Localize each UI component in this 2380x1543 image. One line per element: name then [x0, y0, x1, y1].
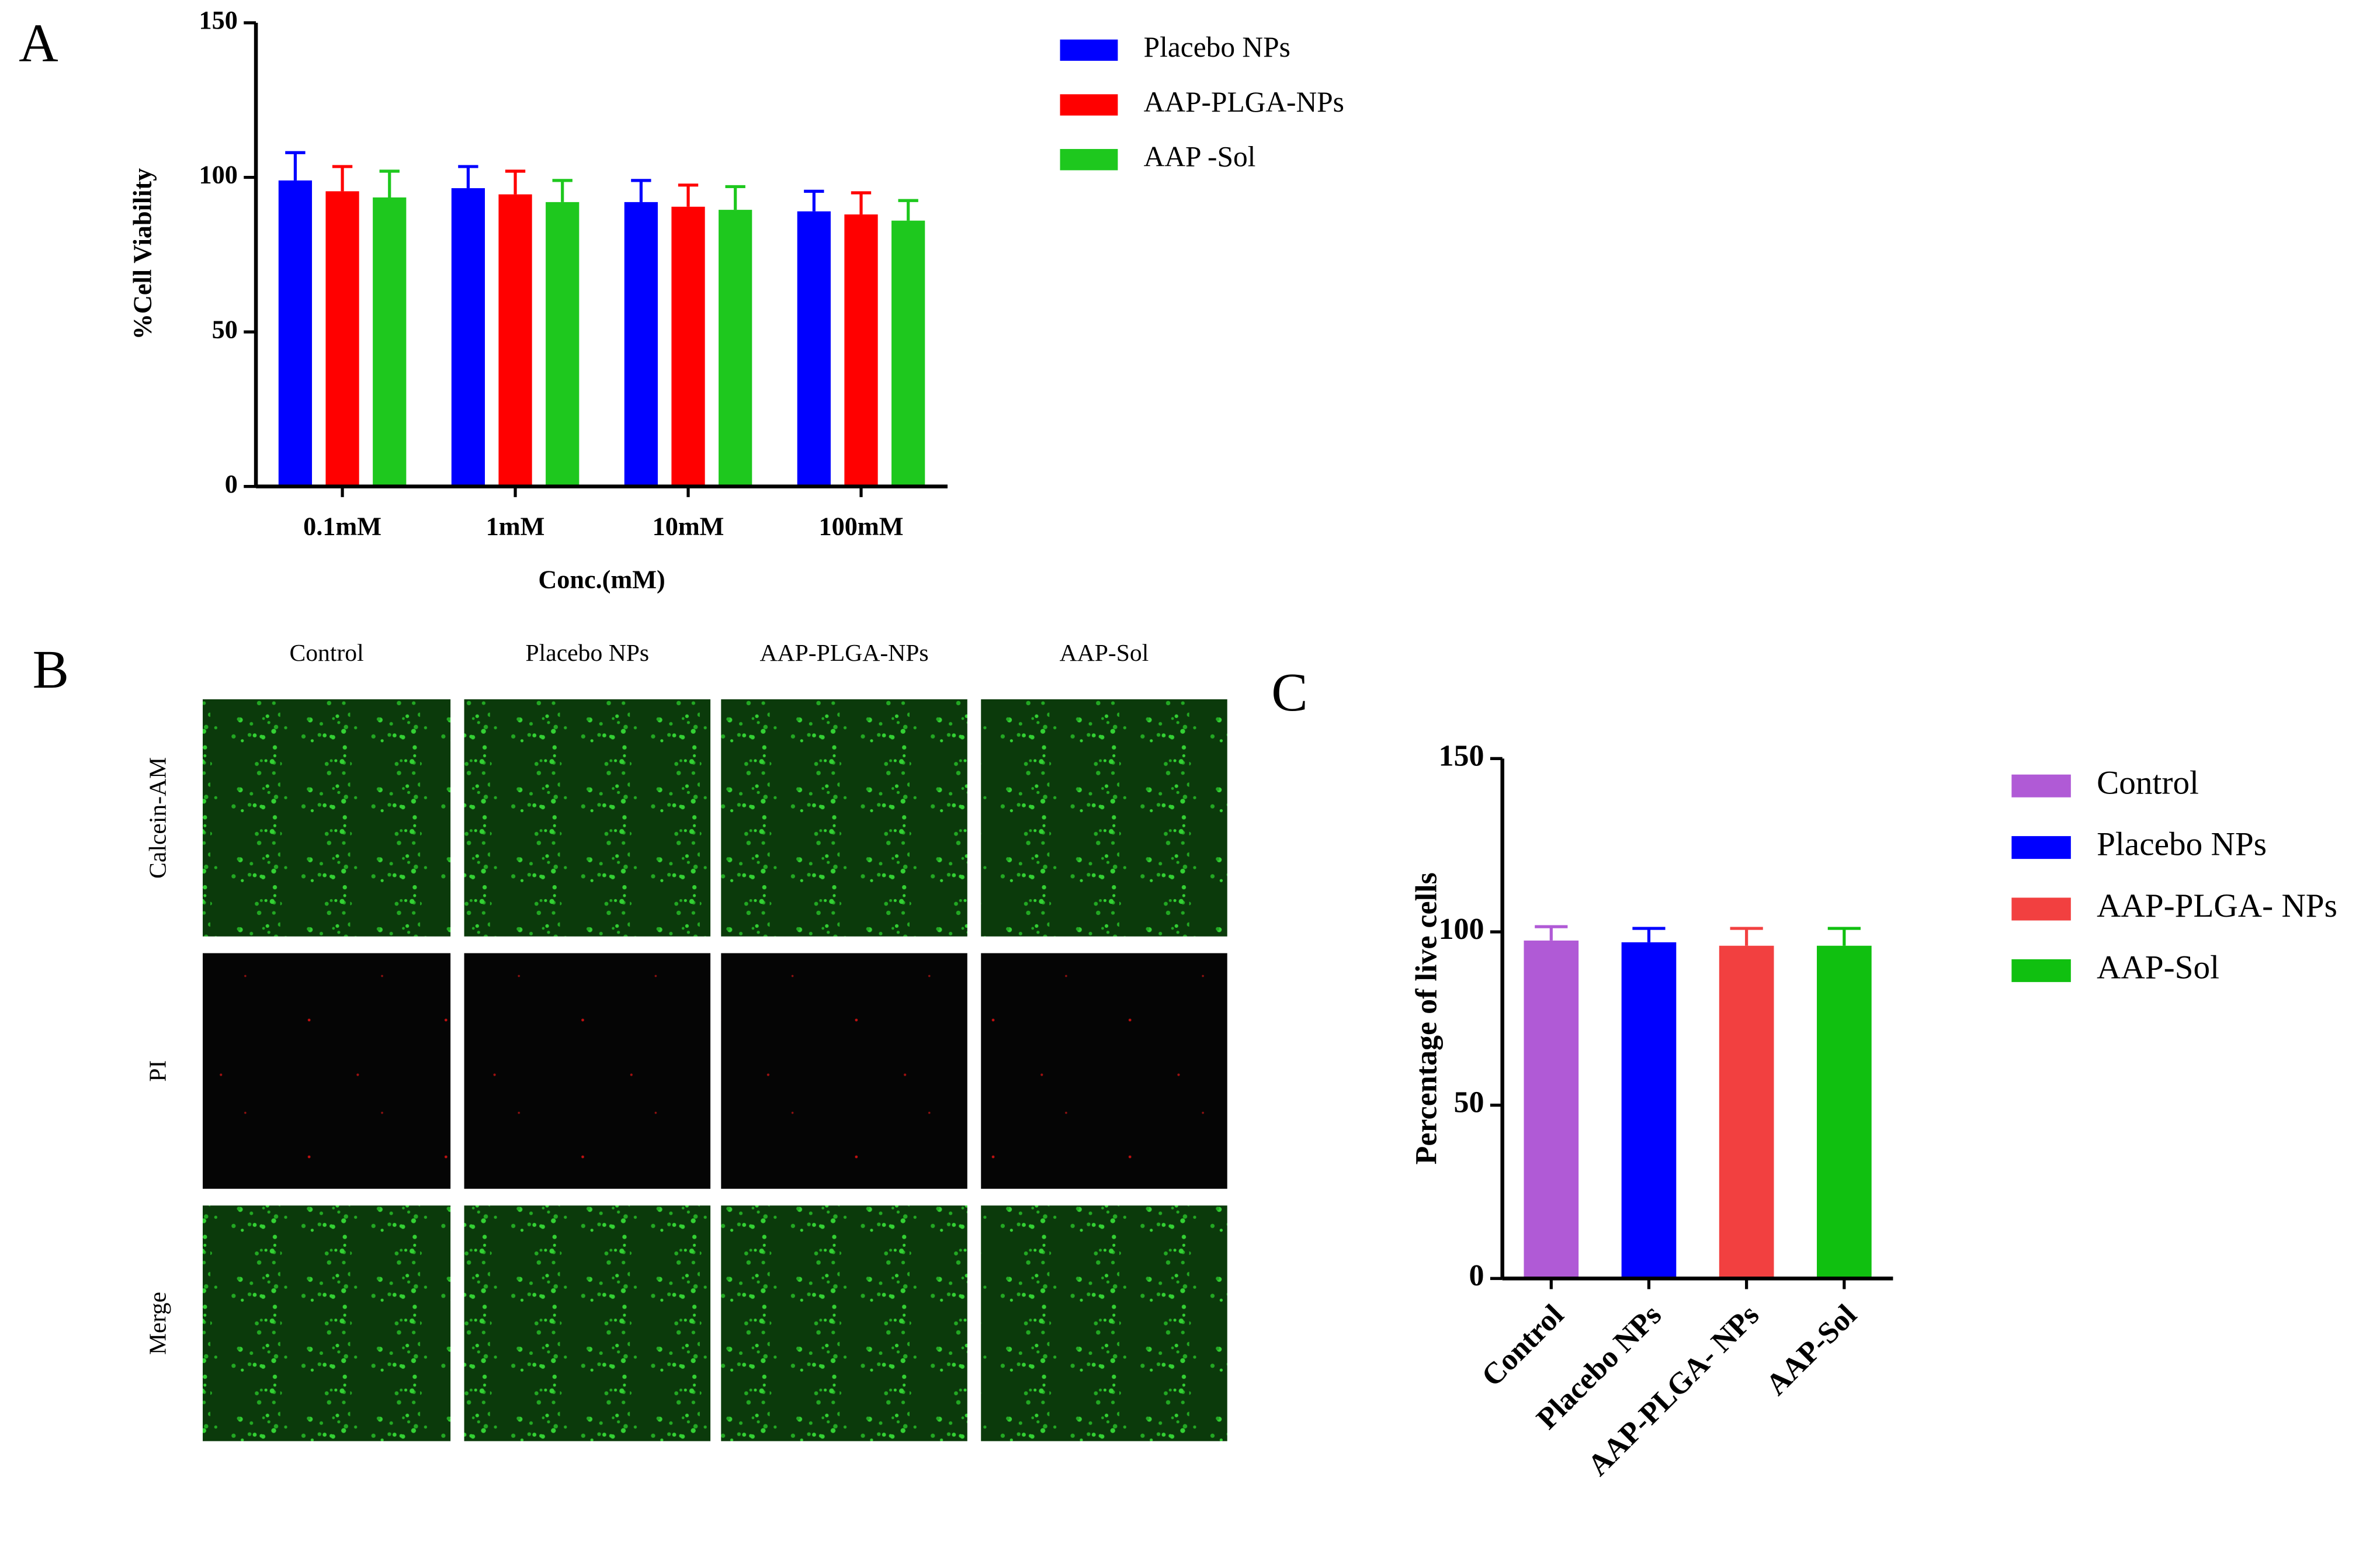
legend-label: AAP-Sol [2097, 949, 2219, 986]
legend-label: Placebo NPs [1144, 31, 1290, 63]
bar [844, 214, 878, 487]
bar [797, 211, 831, 487]
micrograph [981, 1205, 1227, 1441]
bar [546, 202, 580, 487]
micrograph [203, 953, 451, 1189]
bar [373, 197, 407, 487]
legend-swatch [1060, 94, 1118, 116]
x-tick-label: 1mM [486, 512, 545, 541]
micrograph [464, 699, 711, 937]
bar [1719, 945, 1774, 1279]
y-tick-label: 50 [212, 315, 238, 344]
x-tick-label: 100mM [819, 512, 904, 541]
microscopy-panel: Control Placebo NPs AAP-PLGA-NPs AAP-Sol Cal… [145, 640, 1227, 1441]
y-tick-label: 150 [1438, 739, 1484, 772]
bar [1621, 942, 1677, 1279]
x-tick-label: AAP-PLGA- NPs [1581, 1298, 1765, 1482]
bar [1524, 940, 1579, 1279]
bar [325, 191, 359, 487]
y-tick-label: 100 [199, 161, 238, 189]
legend-swatch [2011, 897, 2071, 921]
bar [278, 180, 313, 487]
y-axis-label: %Cell Viability [128, 168, 157, 340]
legend-label: AAP-PLGA-NPs [1144, 86, 1344, 118]
y-tick-label: 50 [1453, 1086, 1484, 1119]
y-tick-label: 150 [199, 6, 238, 34]
micrograph [464, 1205, 711, 1441]
micrograph [721, 699, 967, 937]
bar [891, 220, 925, 487]
legend-swatch [2011, 836, 2071, 859]
micrograph [203, 699, 451, 937]
legend-swatch [2011, 774, 2071, 797]
column-label: Placebo NPs [526, 640, 650, 667]
row-label: Merge [145, 1292, 172, 1355]
bar [1816, 945, 1872, 1279]
bar [719, 210, 752, 487]
micrograph [981, 699, 1227, 937]
bar [624, 202, 658, 487]
column-label: Control [289, 640, 363, 667]
row-label: PI [145, 1060, 172, 1082]
x-axis-label: Conc.(mM) [538, 566, 665, 594]
y-tick-label: 0 [1469, 1259, 1484, 1292]
bar [671, 206, 705, 487]
legend-label: AAP-PLGA- NPs [2097, 887, 2337, 924]
legend-swatch [1060, 148, 1118, 171]
legend-swatch [2011, 959, 2071, 982]
y-axis-label: Percentage of live cells [1410, 872, 1444, 1164]
panel-label: A [19, 13, 58, 74]
micrograph [464, 953, 711, 1189]
micrograph [981, 953, 1227, 1189]
bar [451, 188, 485, 487]
panel-label: B [33, 640, 69, 700]
x-tick-label: Control [1476, 1298, 1570, 1393]
micrograph [203, 1205, 451, 1441]
legend-label: AAP -Sol [1144, 141, 1256, 173]
panel-label: C [1271, 663, 1307, 723]
column-label: AAP-PLGA-NPs [759, 640, 928, 667]
y-tick-label: 0 [225, 470, 238, 498]
bar [498, 194, 532, 487]
micrograph [721, 1205, 967, 1441]
legend-label: Placebo NPs [2097, 826, 2267, 863]
legend-label: Control [2097, 764, 2199, 801]
x-tick-label: AAP-Sol [1760, 1298, 1863, 1402]
row-label: Calcein-AM [145, 757, 172, 879]
micrograph [721, 953, 967, 1189]
column-label: AAP-Sol [1060, 640, 1149, 667]
x-tick-label: 10mM [653, 512, 724, 541]
y-tick-label: 100 [1438, 913, 1484, 946]
legend-swatch [1060, 39, 1118, 61]
x-tick-label: 0.1mM [303, 512, 381, 541]
